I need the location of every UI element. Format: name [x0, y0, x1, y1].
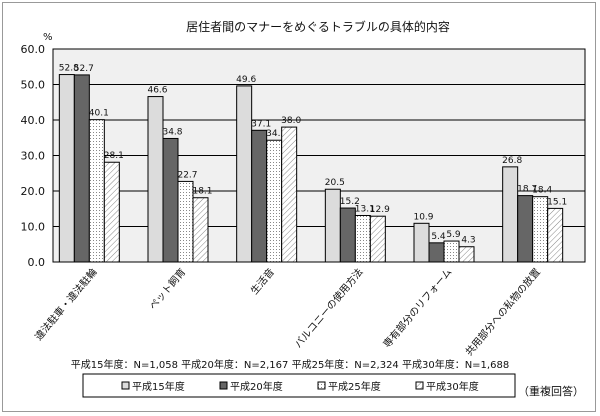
bar [517, 195, 534, 263]
legend-label: 平成20年度 [230, 380, 283, 393]
data-label: 18.7 [517, 185, 537, 195]
chart-frame [2, 2, 596, 412]
y-tick-label: 60.0 [21, 43, 46, 56]
bar [281, 126, 298, 263]
data-label: 46.6 [147, 86, 167, 96]
bar [88, 119, 105, 263]
bar [369, 215, 386, 263]
data-label: 15.2 [340, 197, 360, 207]
bar [339, 207, 356, 263]
legend-label: 平成25年度 [328, 380, 381, 393]
bar [58, 74, 75, 263]
data-label: 5.4 [431, 232, 446, 242]
data-label: 13.1 [355, 204, 375, 214]
bar [458, 246, 475, 263]
legend-label: 平成30年度 [426, 380, 479, 393]
data-label: 38.0 [281, 116, 301, 126]
y-tick-label: 50.0 [21, 79, 46, 92]
bar [192, 197, 209, 263]
footnote: （重複回答） [518, 384, 584, 398]
data-label: 26.8 [502, 156, 522, 166]
data-label: 18.4 [532, 186, 552, 196]
data-label: 52.7 [74, 64, 94, 74]
data-label: 4.3 [461, 236, 475, 246]
data-label: 20.5 [325, 178, 345, 188]
legend-swatch [219, 381, 228, 390]
data-label: 5.9 [446, 230, 461, 240]
category-label: バルコニーの使用方法 [292, 266, 366, 351]
category-label: 違法駐車・違法駐輪 [32, 266, 100, 343]
bar [177, 180, 194, 263]
legend-label: 平成15年度 [132, 380, 185, 393]
data-label: 28.1 [104, 151, 124, 161]
bar [162, 137, 179, 263]
bar [266, 139, 283, 263]
y-tick-label: 0.0 [28, 256, 46, 269]
category-label: ペット飼育 [146, 266, 188, 313]
category-label: 専有部分のリフォーム [380, 266, 454, 351]
category-label: 共用部分への私物の放置 [462, 266, 543, 359]
data-label: 40.1 [89, 109, 109, 119]
bar [354, 214, 371, 263]
category-label: 生活音 [248, 266, 277, 297]
data-label: 10.9 [413, 212, 433, 222]
bar [428, 242, 445, 263]
bar [236, 85, 253, 263]
sample-size-note: 平成15年度：N=1,058 平成20年度：N=2,167 平成25年度：N=2… [71, 358, 509, 371]
data-label: 34.3 [266, 129, 286, 139]
legend-swatch [415, 381, 424, 390]
legend-swatch [121, 381, 130, 390]
bar [103, 161, 120, 263]
legend-box [82, 373, 516, 398]
data-label: 37.1 [251, 119, 271, 129]
data-label: 49.6 [236, 75, 256, 85]
bar [443, 240, 460, 263]
bar [251, 129, 268, 263]
bar [547, 207, 564, 263]
bar [73, 74, 90, 263]
data-label: 22.7 [177, 170, 197, 180]
bar [324, 188, 341, 263]
chart-title: 居住者間のマナーをめぐるトラブルの具体的内容 [186, 19, 450, 34]
data-label: 18.1 [192, 187, 212, 197]
data-label: 12.9 [370, 205, 390, 215]
bar [413, 222, 430, 263]
y-tick-label: 20.0 [21, 185, 46, 198]
y-tick-label: 30.0 [21, 150, 46, 163]
bar [532, 196, 549, 263]
legend-swatch [317, 381, 326, 390]
data-label: 52.8 [59, 64, 79, 74]
y-tick-label: 10.0 [21, 221, 46, 234]
data-label: 15.1 [547, 197, 567, 207]
y-axis-unit: % [43, 32, 53, 43]
y-tick-label: 40.0 [21, 114, 46, 127]
bar [147, 96, 164, 263]
bar [502, 166, 519, 263]
data-label: 34.8 [162, 127, 182, 137]
